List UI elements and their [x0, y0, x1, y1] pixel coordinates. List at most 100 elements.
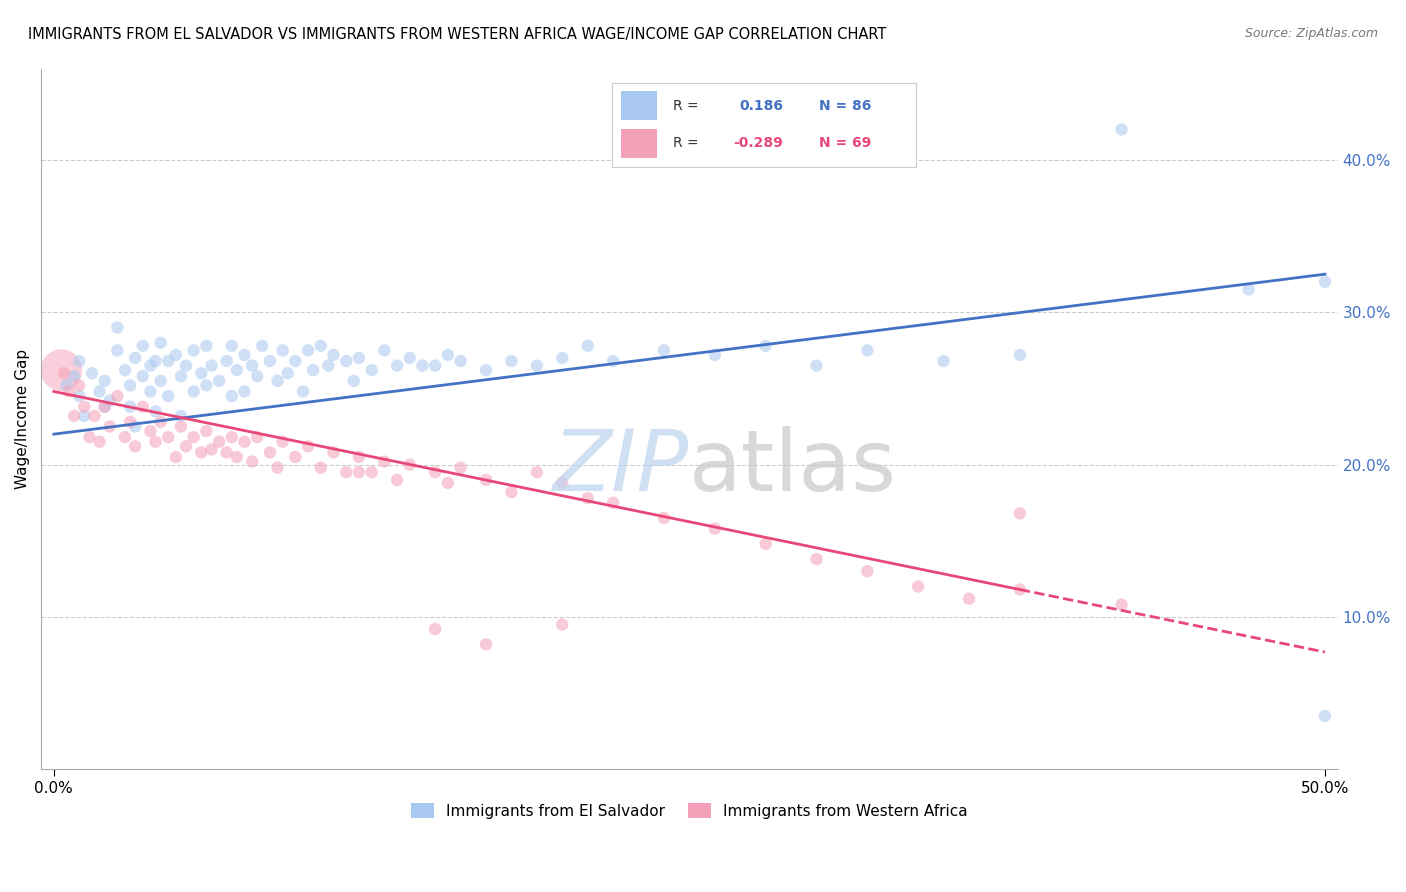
Point — [190, 445, 212, 459]
Point — [174, 439, 197, 453]
Point — [347, 450, 370, 464]
Point — [240, 359, 263, 373]
Point — [318, 359, 340, 373]
Point — [1111, 122, 1133, 136]
Point — [526, 465, 548, 479]
Point — [806, 552, 828, 566]
Point — [526, 359, 548, 373]
Point — [266, 460, 288, 475]
Point — [266, 374, 288, 388]
Point — [1111, 598, 1133, 612]
Point — [335, 465, 357, 479]
Point — [105, 389, 128, 403]
Point — [157, 430, 180, 444]
Point — [1008, 507, 1031, 521]
Point — [195, 424, 218, 438]
Point — [93, 400, 115, 414]
Point — [233, 348, 256, 362]
Point — [309, 460, 332, 475]
Point — [1008, 582, 1031, 597]
Point — [83, 409, 105, 423]
Point — [98, 393, 121, 408]
Point — [360, 465, 382, 479]
Point — [423, 359, 446, 373]
Point — [703, 522, 725, 536]
Point — [602, 496, 624, 510]
Point — [343, 374, 366, 388]
Point — [322, 348, 344, 362]
Point — [806, 359, 828, 373]
Point — [284, 354, 307, 368]
Point — [73, 409, 96, 423]
Point — [437, 475, 460, 490]
Point — [652, 511, 675, 525]
Point — [195, 378, 218, 392]
Point — [856, 343, 879, 358]
Point — [259, 354, 281, 368]
Point — [423, 465, 446, 479]
Point — [114, 430, 136, 444]
Point — [385, 359, 408, 373]
Point — [856, 564, 879, 578]
Point — [149, 415, 172, 429]
Point — [149, 374, 172, 388]
Point — [347, 351, 370, 365]
Point — [225, 363, 247, 377]
Point — [360, 363, 382, 377]
Point — [215, 445, 238, 459]
Point — [411, 359, 433, 373]
Point — [157, 389, 180, 403]
Point — [170, 419, 193, 434]
Point — [398, 458, 420, 472]
Point — [957, 591, 980, 606]
Point — [221, 430, 243, 444]
Point — [501, 485, 523, 500]
Point — [1237, 282, 1260, 296]
Point — [149, 335, 172, 350]
Point — [1313, 275, 1336, 289]
Point — [208, 434, 231, 449]
Point — [602, 354, 624, 368]
Point — [63, 369, 86, 384]
Point — [297, 439, 319, 453]
Point — [170, 369, 193, 384]
Point — [79, 430, 101, 444]
Point — [190, 366, 212, 380]
Point — [165, 450, 187, 464]
Point — [259, 445, 281, 459]
Point — [551, 475, 574, 490]
Point — [67, 378, 90, 392]
Text: atlas: atlas — [689, 426, 897, 509]
Point — [221, 339, 243, 353]
Point — [252, 339, 274, 353]
Point — [51, 363, 73, 377]
Point — [233, 384, 256, 399]
Point — [183, 430, 205, 444]
Point — [89, 434, 111, 449]
Point — [932, 354, 955, 368]
Point — [93, 400, 115, 414]
Point — [53, 366, 76, 380]
Point — [755, 537, 778, 551]
Point — [652, 343, 675, 358]
Point — [120, 415, 142, 429]
Y-axis label: Wage/Income Gap: Wage/Income Gap — [15, 349, 30, 489]
Point — [132, 369, 155, 384]
Point — [63, 409, 86, 423]
Point — [98, 419, 121, 434]
Point — [215, 354, 238, 368]
Point — [183, 384, 205, 399]
Point — [450, 354, 472, 368]
Point — [246, 430, 269, 444]
Point — [157, 354, 180, 368]
Point — [322, 445, 344, 459]
Point — [200, 442, 222, 457]
Point — [105, 343, 128, 358]
Point — [55, 378, 77, 392]
Text: Source: ZipAtlas.com: Source: ZipAtlas.com — [1244, 27, 1378, 40]
Text: IMMIGRANTS FROM EL SALVADOR VS IMMIGRANTS FROM WESTERN AFRICA WAGE/INCOME GAP CO: IMMIGRANTS FROM EL SALVADOR VS IMMIGRANT… — [28, 27, 887, 42]
Point — [1313, 709, 1336, 723]
Point — [139, 424, 162, 438]
Point — [120, 400, 142, 414]
Point — [93, 374, 115, 388]
